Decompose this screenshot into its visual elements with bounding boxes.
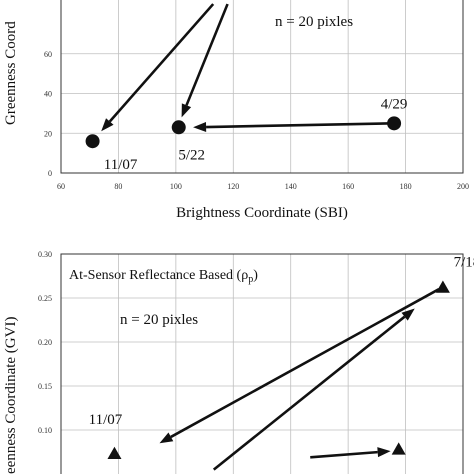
top-arrow-2-head [101,118,114,132]
bottom-annotation-main: At-Sensor Reflectance Based (ρ [69,268,248,283]
top-arrow-0 [193,122,395,133]
bottom-arrow-0-head [159,432,174,444]
bottom-arrow-1-shaft [212,315,406,471]
top-point-2 [85,134,100,149]
bottom-point-2 [391,442,406,455]
top-x-tick-7: 200 [457,182,469,191]
top-x-tick-0: 60 [57,182,65,191]
top-point-0 [387,116,402,131]
bottom-arrow-1 [212,308,415,471]
bottom-y-tick-labels: 0.10 0.15 0.20 0.25 0.30 [38,250,52,435]
bottom-y-tick-3: 0.25 [38,294,52,303]
top-point-label-2: 11/07 [104,157,138,173]
bottom-y-tick-0: 0.10 [38,426,52,435]
bottom-annotation-subscript: p [248,274,253,285]
top-grid [60,0,464,174]
top-arrow-0-shaft [206,122,395,129]
bottom-points [107,280,450,460]
top-x-tick-1: 80 [114,182,122,191]
top-point-1 [171,120,186,135]
top-y-tick-0: 0 [48,169,52,178]
top-arrow-2-shaft [108,3,215,123]
bottom-arrow-2-head [377,447,391,458]
top-x-tick-5: 160 [342,182,354,191]
bottom-point-0 [435,280,450,293]
top-point-label-1: 5/22 [178,147,205,163]
top-point-label-0: 4/29 [381,96,408,112]
top-y-axis-title: Greenness Coord [3,21,19,125]
top-y-tick-2: 40 [44,90,52,99]
top-y-tick-labels: 0 20 40 60 [44,50,52,178]
top-arrow-1-head [181,103,192,118]
bottom-y-tick-1: 0.15 [38,382,52,391]
bottom-arrow-2 [310,447,391,459]
chart-top: 60 80 100 120 140 160 180 200 0 20 40 60 4/29 5/22 1… [3,0,469,221]
bottom-annotation: n = 20 pixles [120,312,198,328]
bottom-point-1 [107,446,122,460]
top-y-tick-1: 20 [44,129,52,138]
top-y-tick-3: 60 [44,50,52,59]
bottom-arrows [159,288,440,471]
top-arrows [101,3,395,133]
bottom-y-axis-title: eenness Coordinate (GVI) [3,317,19,474]
top-arrow-1 [181,3,229,118]
top-point-labels: 4/29 5/22 11/07 [104,96,408,173]
bottom-grid [60,253,464,474]
bottom-plot-frame [60,253,464,474]
top-x-tick-2: 100 [170,182,182,191]
top-arrow-1-shaft [185,3,229,106]
bottom-annotation-close: ) [253,268,258,283]
top-points [85,116,402,149]
top-arrow-0-head [193,122,207,133]
top-annotation: n = 20 pixles [275,14,353,30]
bottom-arrow-0 [159,288,440,444]
top-x-tick-6: 180 [400,182,412,191]
bottom-point-label-1: 11/07 [89,412,123,428]
top-x-tick-3: 120 [227,182,239,191]
top-x-tick-4: 140 [285,182,297,191]
chart-bottom: 0.10 0.15 0.20 0.25 0.30 7/18 11/07 At-Sensor… [3,250,474,474]
bottom-point-label-0: 7/18 [454,254,474,270]
top-arrow-2 [101,3,215,132]
bottom-y-tick-4: 0.30 [38,250,52,259]
bottom-arrow-2-shaft [310,450,378,459]
bottom-y-tick-2: 0.20 [38,338,52,347]
bottom-arrow-0-shaft [170,288,440,439]
bottom-arrow-1-head [401,308,415,321]
top-x-axis-title: Brightness Coordinate (SBI) [176,205,348,221]
bottom-point-labels: 7/18 11/07 [89,254,474,427]
top-x-tick-labels: 60 80 100 120 140 160 180 200 [57,182,469,191]
top-plot-frame [60,0,464,174]
bottom-title-annotation: At-Sensor Reflectance Based (ρp) [69,268,258,285]
